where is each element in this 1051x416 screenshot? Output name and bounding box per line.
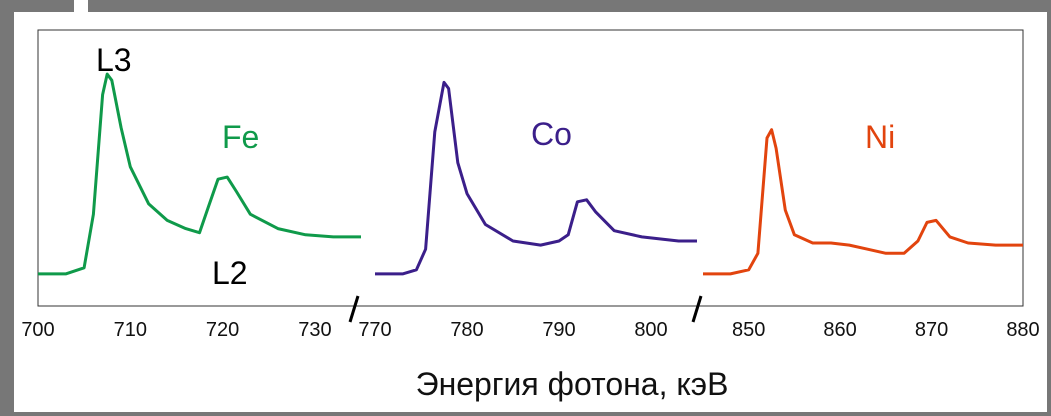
series-label-ni: Ni xyxy=(865,119,895,155)
series-label-co: Co xyxy=(531,116,572,152)
x-tick-label: 850 xyxy=(732,319,765,341)
x-tick-label: 870 xyxy=(915,319,948,341)
series-line-fe xyxy=(38,72,361,276)
axis-break-mark xyxy=(691,295,703,323)
x-tick-label: 880 xyxy=(1006,319,1039,341)
x-tick-label: 770 xyxy=(358,319,391,341)
x-tick-label: 780 xyxy=(450,319,483,341)
x-tick-label: 730 xyxy=(298,319,331,341)
tick-layer: 700 710 720 730 770 780 790 800 850 860 870 880 xyxy=(21,319,1039,341)
x-tick-label: 720 xyxy=(206,319,239,341)
series-line-co xyxy=(375,80,697,276)
peak-label-l2: L2 xyxy=(212,255,248,291)
axis-break-mark xyxy=(348,295,360,323)
x-tick-label: 710 xyxy=(114,319,147,341)
x-tick-label: 860 xyxy=(823,319,856,341)
axis-break-layer xyxy=(348,295,703,323)
peak-label-l3: L3 xyxy=(96,42,132,78)
series-line-ni xyxy=(703,128,1023,276)
x-axis-title: Энергия фотона, кэВ xyxy=(416,366,729,402)
series-layer xyxy=(38,72,1023,276)
window-top-bar xyxy=(0,0,1051,12)
x-tick-label: 800 xyxy=(634,319,667,341)
window-top-bar-notch xyxy=(74,0,88,14)
x-tick-label: 700 xyxy=(21,319,54,341)
series-label-fe: Fe xyxy=(222,119,259,155)
plot-area xyxy=(37,29,1024,307)
x-tick-label: 790 xyxy=(542,319,575,341)
